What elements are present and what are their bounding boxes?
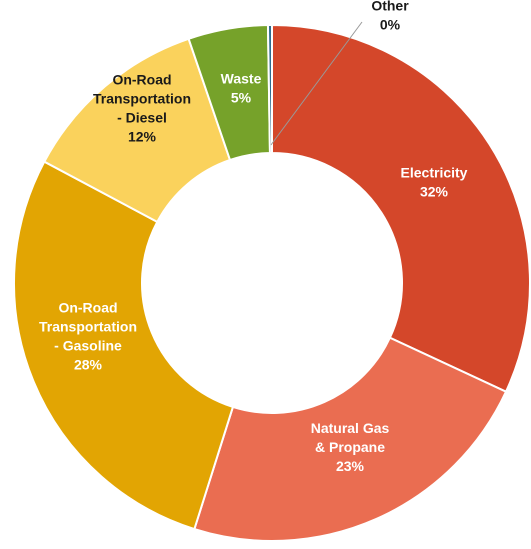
slice-labels: Electricity 32% Natural Gas & Propane 23% On-… [39, 0, 468, 474]
slice-label-2: On-Road Transportation - Gasoline 28% [39, 300, 137, 373]
slice-name-label: & Propane [315, 439, 385, 455]
pie-slice-natural-gas-propane [193, 336, 508, 542]
other-leader-line [270, 21, 363, 146]
slice-percent-label: 32% [420, 184, 449, 200]
slice-name-label: Transportation [39, 319, 137, 335]
slice-label-1: Natural Gas & Propane 23% [311, 420, 390, 474]
slice-name-label: Waste [221, 71, 262, 87]
slice-label-5: Other 0% [371, 0, 409, 33]
slice-percent-label: 23% [336, 458, 365, 474]
slice-percent-label: 0% [380, 17, 401, 33]
slice-name-label: Transportation [93, 91, 191, 107]
slice-name-label: On-Road [58, 300, 117, 316]
slice-name-label: - Gasoline [54, 338, 122, 354]
slice-name-label: On-Road [112, 72, 171, 88]
slice-name-label: Other [371, 0, 409, 14]
slice-label-4: Waste 5% [221, 71, 262, 106]
pie-slice-electricity [271, 23, 531, 394]
slice-label-0: Electricity 32% [401, 165, 468, 200]
slice-label-3: On-Road Transportation - Diesel 12% [93, 72, 191, 145]
pie-slice-other [266, 23, 273, 155]
slice-percent-label: 12% [128, 129, 157, 145]
donut-slices [13, 23, 531, 542]
slice-name-label: - Diesel [117, 110, 167, 126]
pie-slice-on-road-transportation-gasoline [13, 160, 235, 531]
slice-name-label: Natural Gas [311, 420, 390, 436]
slice-name-label: Electricity [401, 165, 468, 181]
slice-percent-label: 28% [74, 357, 103, 373]
slice-percent-label: 5% [231, 90, 252, 106]
